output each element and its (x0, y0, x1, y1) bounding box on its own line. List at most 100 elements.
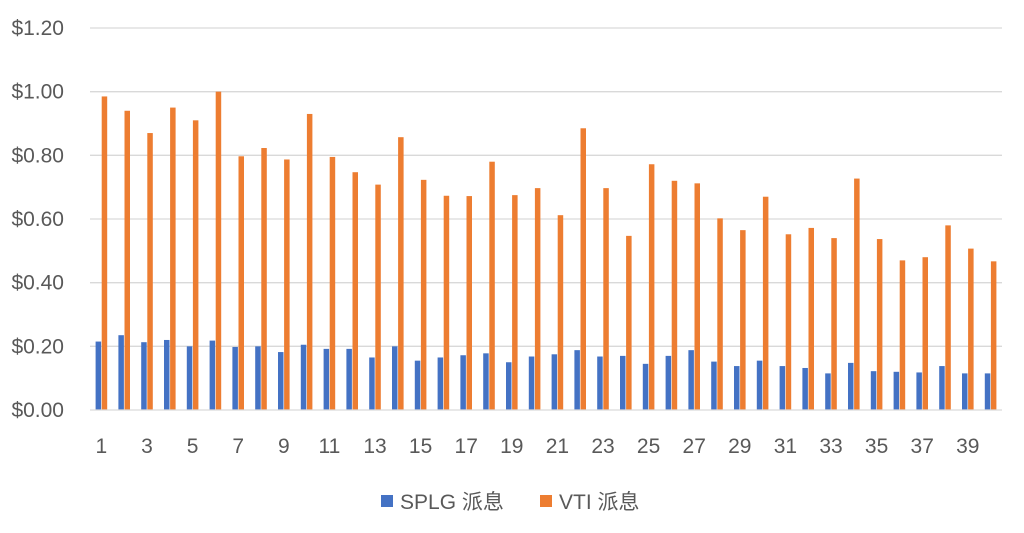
x-tick-label: 3 (141, 435, 153, 458)
splg-bar (916, 372, 922, 410)
splg-bar (164, 339, 170, 410)
vti-bar (717, 218, 723, 410)
vti-bar (831, 238, 837, 410)
vti-bar (352, 172, 358, 410)
splg-bar (483, 353, 489, 410)
vti-bar (147, 133, 153, 411)
splg-bar (437, 357, 444, 410)
vti-bar (170, 107, 176, 410)
vti-bar (489, 161, 495, 410)
vti-bar (808, 227, 814, 410)
splg-bar (141, 342, 147, 410)
x-tick-label: 11 (318, 435, 340, 458)
vti-bar (466, 196, 472, 410)
x-tick-label: 13 (363, 435, 386, 458)
vti-bar (854, 178, 860, 410)
splg-bar (779, 366, 786, 410)
vti-bar (398, 137, 404, 410)
x-tick-label: 35 (865, 435, 888, 458)
x-tick-label: 37 (911, 435, 934, 458)
legend-item-splg[interactable]: SPLG 派息 (381, 491, 504, 514)
x-tick-label: 31 (774, 435, 797, 458)
splg-bar (939, 366, 945, 410)
legend-label: SPLG 派息 (400, 491, 504, 514)
vti-bar (694, 183, 700, 410)
vti-bar (603, 188, 609, 410)
x-tick-label: 29 (728, 435, 751, 458)
legend-swatch (540, 495, 552, 507)
x-tick-label: 25 (637, 435, 660, 458)
vti-bar (101, 96, 108, 411)
vti-bar (420, 179, 427, 410)
splg-bar (962, 373, 968, 410)
bars (95, 91, 997, 411)
vti-bar (192, 120, 199, 411)
splg-bar (620, 355, 626, 410)
splg-bar (232, 346, 238, 410)
splg-bar (642, 363, 649, 410)
vti-bar (306, 113, 313, 410)
splg-bar (574, 350, 580, 410)
vti-bar (238, 156, 244, 410)
x-tick-label: 7 (232, 435, 244, 458)
vti-bar (534, 188, 541, 410)
vti-bar (740, 230, 746, 410)
legend[interactable]: SPLG 派息 VTI 派息 (381, 491, 640, 514)
splg-bar (551, 354, 558, 410)
splg-bar (825, 373, 831, 410)
splg-bar (688, 350, 694, 410)
vti-bar (626, 235, 632, 410)
splg-bar (392, 346, 398, 410)
splg-bar (209, 340, 216, 410)
vti-bar (762, 196, 769, 410)
y-tick-label: $0.80 (11, 144, 64, 167)
vti-bar (671, 180, 678, 410)
splg-bar (665, 355, 672, 410)
vti-bar (375, 184, 381, 410)
splg-bar (802, 367, 808, 410)
splg-bar (848, 362, 854, 410)
splg-bar (255, 346, 261, 410)
splg-bar (323, 348, 330, 410)
splg-bar (414, 360, 421, 410)
y-tick-label: $1.00 (11, 81, 64, 104)
vti-bar (945, 225, 951, 410)
splg-bar (369, 357, 375, 410)
x-tick-label: 17 (455, 435, 478, 458)
splg-bar (870, 371, 877, 410)
splg-bar (300, 344, 307, 410)
vti-bar (785, 234, 792, 410)
legend-label: VTI 派息 (559, 491, 640, 514)
splg-bar (118, 335, 124, 410)
x-tick-label: 39 (956, 435, 979, 458)
y-tick-label: $0.40 (11, 272, 64, 295)
vti-bar (443, 195, 450, 410)
vti-bar (648, 164, 655, 410)
splg-bar (893, 371, 900, 410)
vti-bar (580, 128, 586, 410)
vti-bar (215, 91, 222, 411)
splg-bar (528, 356, 535, 410)
splg-bar (186, 346, 193, 410)
y-axis-tick-labels: $0.00 $0.20 $0.40 $0.60 $0.80 $1.00 $1.20 (11, 17, 64, 422)
x-tick-label: 1 (96, 435, 108, 458)
x-tick-label: 9 (278, 435, 290, 458)
y-tick-label: $1.20 (11, 17, 64, 40)
vti-bar (512, 195, 518, 410)
x-tick-label: 27 (683, 435, 706, 458)
vti-bar (261, 148, 267, 411)
x-tick-label: 19 (500, 435, 523, 458)
vti-bar (899, 260, 906, 410)
gridlines (90, 27, 1002, 347)
legend-item-vti[interactable]: VTI 派息 (540, 491, 640, 514)
legend-swatch (381, 495, 393, 507)
x-tick-label: 23 (591, 435, 614, 458)
x-axis-tick-labels: 1 3 5 7 9 11 13 15 17 19 21 23 25 27 29 31 33 35 37 39 (96, 435, 980, 458)
vti-bar (968, 248, 974, 410)
x-tick-label: 5 (187, 435, 199, 458)
y-tick-label: $0.00 (11, 399, 64, 422)
y-tick-label: $0.60 (11, 208, 64, 231)
vti-bar (990, 261, 997, 410)
splg-bar (734, 366, 740, 410)
